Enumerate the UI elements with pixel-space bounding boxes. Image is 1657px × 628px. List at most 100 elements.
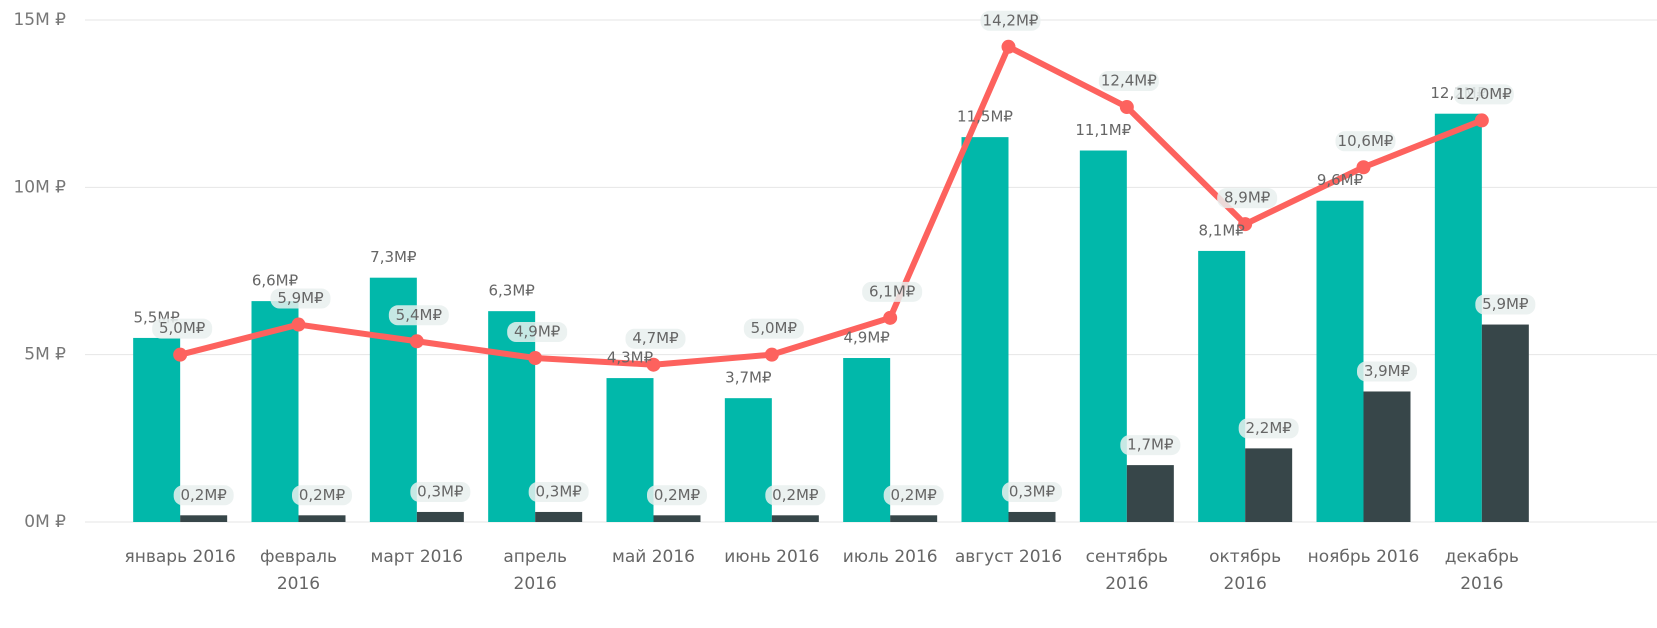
label-background [270, 288, 331, 309]
y-tick-label: 5M ₽ [24, 345, 66, 365]
line-point [1001, 39, 1016, 54]
bar [1481, 324, 1529, 522]
bar [133, 337, 181, 522]
data-label: 11,1M₽ [1075, 121, 1131, 139]
data-label: 14,2M₽ [983, 11, 1039, 29]
bar [1434, 113, 1482, 522]
label-background [743, 318, 804, 339]
x-tick-label: апрель 2016 [503, 547, 567, 594]
data-label: 4,3M₽ [607, 349, 654, 367]
line-point [1356, 160, 1371, 175]
bar [180, 515, 228, 522]
x-tick-label: декабрь 2016 [1444, 547, 1519, 594]
label-background [528, 481, 589, 502]
data-label: 0,3M₽ [417, 482, 464, 500]
label-background [152, 318, 213, 339]
label-background [1475, 294, 1536, 315]
line-point [173, 347, 188, 362]
label-background [1120, 435, 1181, 456]
data-label: 5,0M₽ [159, 319, 206, 337]
label-background [292, 485, 352, 506]
label-background [862, 281, 923, 302]
data-label: 3,9M₽ [1364, 362, 1411, 380]
bar [1126, 465, 1174, 522]
line [179, 43, 1483, 368]
label-background [1217, 188, 1278, 209]
bar [1363, 391, 1411, 522]
label-background [1453, 84, 1514, 105]
line-point [528, 351, 543, 366]
data-label: 5,4M₽ [396, 306, 443, 324]
bar [724, 398, 772, 522]
bar [416, 511, 464, 522]
data-label: 6,1M₽ [869, 282, 916, 300]
data-label: 5,9M₽ [277, 289, 324, 307]
x-tick-label: ноябрь 2016 [1307, 547, 1420, 567]
bar [843, 358, 891, 522]
data-label: 0,2M₽ [299, 486, 346, 504]
data-label: 0,2M₽ [654, 486, 701, 504]
line-point [1474, 113, 1489, 128]
bar [961, 137, 1009, 522]
line-point [646, 357, 661, 372]
label-background [173, 485, 234, 506]
label-background [625, 328, 686, 349]
x-tick-label: февраль 2016 [259, 547, 338, 594]
line-point [764, 347, 779, 362]
bar [535, 511, 583, 522]
bar [1008, 511, 1056, 522]
bar [606, 378, 654, 522]
bar [1245, 448, 1293, 522]
data-label: 0,3M₽ [1009, 482, 1056, 500]
label-background [1335, 131, 1396, 152]
x-tick-label: октябрь 2016 [1209, 547, 1282, 594]
label-background [1098, 71, 1159, 92]
x-tick-label: май 2016 [612, 547, 695, 567]
x-tick-label: август 2016 [954, 547, 1063, 567]
data-label: 5,0M₽ [751, 319, 798, 337]
bar [488, 311, 536, 522]
data-label: 10,6M₽ [1338, 132, 1394, 150]
line-point [883, 310, 898, 325]
bar [1198, 250, 1246, 523]
x-tick-label: июль 2016 [842, 547, 938, 567]
data-label: 7,3M₽ [370, 248, 417, 266]
label-background [1002, 481, 1062, 502]
label-background [765, 485, 826, 506]
data-label: 0,2M₽ [890, 486, 937, 504]
data-label: 9,6M₽ [1317, 171, 1364, 189]
data-label: 5,9M₽ [1482, 295, 1529, 313]
data-label: 4,7M₽ [632, 329, 679, 347]
data-label: 12,0M₽ [1456, 85, 1512, 103]
data-label: 8,1M₽ [1198, 221, 1245, 239]
data-label: 8,9M₽ [1224, 189, 1271, 207]
x-tick-label: январь 2016 [124, 547, 236, 567]
line-point [1119, 100, 1134, 115]
data-label: 12,4M₽ [1101, 72, 1157, 90]
label-background [980, 10, 1041, 31]
bar [771, 515, 819, 522]
label-background [410, 481, 471, 502]
label-background [388, 305, 449, 326]
data-label: 4,9M₽ [514, 323, 561, 341]
data-label: 4,9M₽ [843, 329, 890, 347]
bar [251, 301, 299, 522]
bar [1316, 200, 1364, 522]
line-point [291, 317, 306, 332]
label-background [1357, 361, 1417, 382]
data-label: 6,3M₽ [488, 282, 535, 300]
bar [890, 515, 938, 522]
data-label: 6,6M₽ [252, 272, 299, 290]
data-label: 1,7M₽ [1127, 436, 1174, 454]
label-background [507, 322, 568, 343]
bar [298, 515, 346, 522]
x-tick-label: сентябрь 2016 [1085, 547, 1168, 594]
line-point [409, 334, 424, 349]
data-label: 0,3M₽ [535, 482, 582, 500]
line-point [1238, 217, 1253, 232]
data-label: 0,2M₽ [772, 486, 819, 504]
data-label: 2,2M₽ [1245, 419, 1292, 437]
x-tick-label: июнь 2016 [724, 547, 820, 567]
